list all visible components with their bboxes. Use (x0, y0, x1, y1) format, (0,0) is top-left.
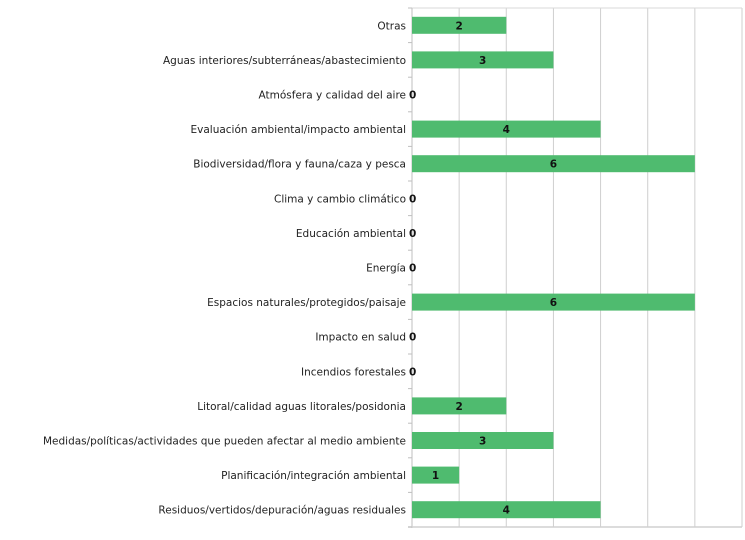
data-label: 2 (455, 401, 462, 413)
bar (412, 155, 695, 173)
bar (412, 466, 460, 484)
bar (412, 397, 507, 415)
category-label: Aguas interiores/subterráneas/abastecimi… (163, 55, 406, 67)
category-label: Evaluación ambiental/impacto ambiental (191, 124, 407, 136)
category-label: Medidas/políticas/actividades que pueden… (43, 436, 406, 448)
category-label: Litoral/calidad aguas litorales/posidoni… (197, 401, 406, 413)
bar (412, 120, 601, 138)
bar (412, 293, 695, 311)
category-label: Planificación/integración ambiental (221, 470, 406, 482)
category-label: Educación ambiental (296, 228, 406, 240)
category-label: Residuos/vertidos/depuración/aguas resid… (158, 505, 406, 517)
category-label: Espacios naturales/protegidos/paisaje (207, 297, 406, 309)
category-label: Clima y cambio climático (274, 193, 406, 205)
data-label: 1 (432, 470, 439, 482)
data-label: 6 (550, 297, 557, 309)
bar (412, 16, 507, 34)
bar (412, 51, 554, 69)
category-label: Incendios forestales (301, 366, 406, 378)
data-label: 0 (409, 193, 416, 205)
data-label: 3 (479, 436, 486, 448)
data-label: 4 (503, 124, 510, 136)
category-label: Atmósfera y calidad del aire (259, 90, 406, 102)
data-label: 0 (409, 366, 416, 378)
data-label: 6 (550, 159, 557, 171)
data-label: 3 (479, 55, 486, 67)
bar (412, 501, 601, 519)
data-label: 0 (409, 332, 416, 344)
category-label: Otras (377, 20, 406, 32)
data-label: 4 (503, 505, 510, 517)
category-label: Impacto en salud (315, 332, 406, 344)
data-label: 0 (409, 90, 416, 102)
category-label: Biodiversidad/flora y fauna/caza y pesca (193, 159, 406, 171)
bar (412, 432, 554, 449)
data-label: 0 (409, 263, 416, 275)
category-label: Energía (366, 263, 406, 275)
data-label: 2 (455, 20, 462, 32)
data-label: 0 (409, 228, 416, 240)
